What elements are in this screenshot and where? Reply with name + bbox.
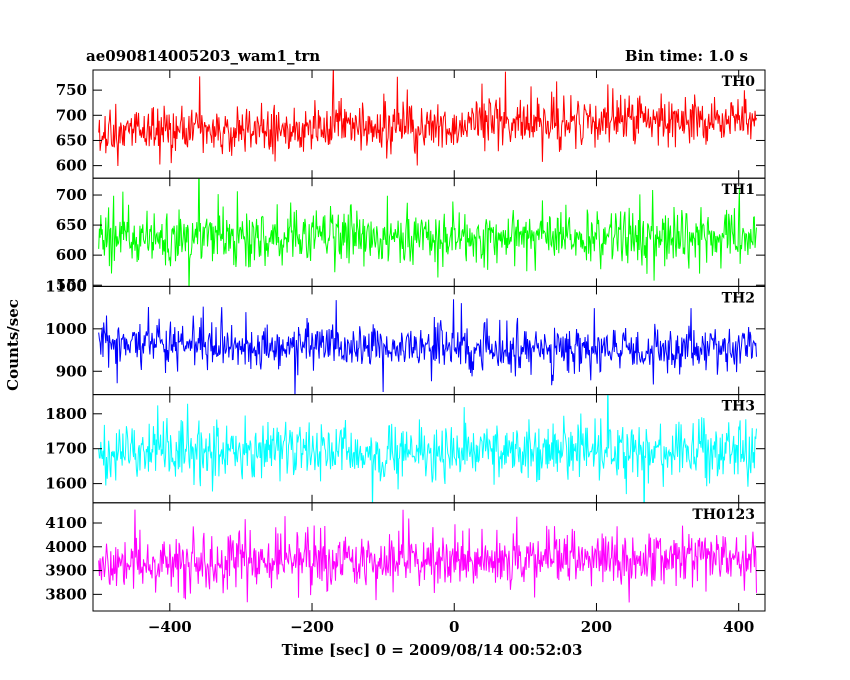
panel-name: TH3 xyxy=(722,399,755,415)
series-line-th0123 xyxy=(98,509,757,603)
y-tick-label: 700 xyxy=(56,186,87,204)
panel-name: TH2 xyxy=(722,290,755,306)
y-tick-label: 650 xyxy=(56,131,87,149)
x-tick-label: −200 xyxy=(290,618,334,636)
y-tick-label: 600 xyxy=(56,246,87,264)
panel-th3: 1600 1700 1800 TH3 xyxy=(45,394,766,504)
panel-frame xyxy=(92,502,766,612)
panels: 600 650 700 750 TH0 550 600 650 700 TH1 900 1000 110… xyxy=(45,69,766,636)
y-tick-label: 600 xyxy=(56,157,87,175)
chart-title: ae090814005203_wam1_trn xyxy=(86,47,320,65)
panel-name: TH0123 xyxy=(692,507,755,523)
y-tick-label: 4000 xyxy=(45,538,87,556)
y-tick-label: 3800 xyxy=(45,585,87,603)
y-tick-label: 900 xyxy=(56,362,87,380)
panel-th0123: 3800 3900 4000 4100 TH0123 xyxy=(45,502,766,612)
y-tick-label: 3900 xyxy=(45,562,87,580)
panel-th2: 900 1000 1100 TH2 xyxy=(45,277,766,396)
panel-th0: 600 650 700 750 TH0 xyxy=(56,69,766,179)
y-tick-label: 1700 xyxy=(45,440,87,458)
y-tick-label: 750 xyxy=(56,81,87,99)
x-tick-label: 0 xyxy=(449,618,459,636)
y-tick-label: 550 xyxy=(56,276,87,294)
bin-time-label: Bin time: 1.0 s xyxy=(625,47,748,65)
y-tick-label: 1100 xyxy=(45,277,87,295)
y-tick-label: 1600 xyxy=(45,475,87,493)
x-tick-label: 200 xyxy=(581,618,612,636)
series-line-th2 xyxy=(98,299,757,395)
x-tick-label: −400 xyxy=(148,618,192,636)
series-line-th1 xyxy=(98,178,757,287)
y-tick-label: 1800 xyxy=(45,405,87,423)
y-tick-label: 650 xyxy=(56,216,87,234)
y-tick-label: 4100 xyxy=(45,514,87,532)
y-tick-label: 700 xyxy=(56,106,87,124)
panel-name: TH1 xyxy=(722,182,755,198)
panel-th1: 550 600 650 700 TH1 xyxy=(56,177,766,294)
y-axis-title: Counts/sec xyxy=(4,299,22,391)
x-tick-label: 400 xyxy=(723,618,754,636)
x-axis-title: Time [sec] 0 = 2009/08/14 00:52:03 xyxy=(282,641,583,659)
series-line-th3 xyxy=(98,394,757,503)
panel-name: TH0 xyxy=(722,74,756,90)
series-line-th0 xyxy=(98,70,757,166)
y-tick-label: 1000 xyxy=(45,320,87,338)
